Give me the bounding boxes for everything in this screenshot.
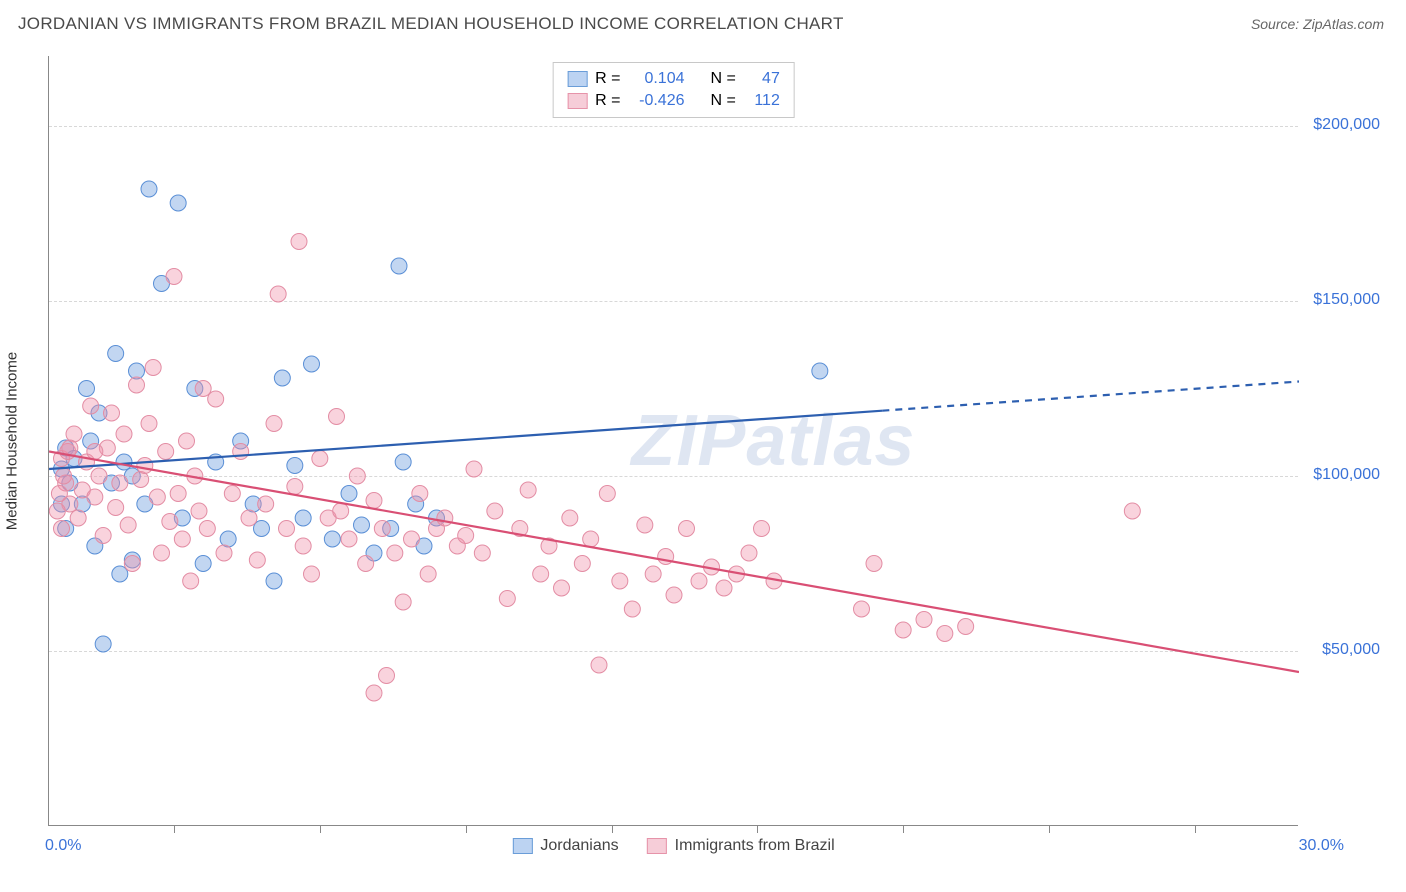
legend-swatch-jordanians (512, 838, 532, 854)
y-tick-label: $200,000 (1313, 116, 1380, 134)
source-citation: Source: ZipAtlas.com (1251, 16, 1384, 32)
x-tick (1049, 825, 1050, 833)
n-value-brazil: 112 (744, 90, 780, 112)
y-tick-label: $150,000 (1313, 291, 1380, 309)
r-value-brazil: -0.426 (629, 90, 685, 112)
r-value-jordanians: 0.104 (629, 68, 685, 90)
chart-header: JORDANIAN VS IMMIGRANTS FROM BRAZIL MEDI… (0, 0, 1406, 40)
trend-lines (49, 56, 1299, 826)
x-tick (320, 825, 321, 833)
x-tick (757, 825, 758, 833)
n-value-jordanians: 47 (744, 68, 780, 90)
series-legend: Jordanians Immigrants from Brazil (512, 837, 834, 855)
chart-title: JORDANIAN VS IMMIGRANTS FROM BRAZIL MEDI… (18, 14, 844, 34)
chart-container: Median Household Income ZIPatlas R = 0.1… (48, 56, 1384, 826)
y-tick-label: $50,000 (1322, 641, 1380, 659)
x-tick (903, 825, 904, 833)
correlation-legend: R = 0.104 N = 47 R = -0.426 N = 112 (552, 62, 795, 118)
x-tick (1195, 825, 1196, 833)
plot-area: ZIPatlas R = 0.104 N = 47 R = -0.426 N =… (48, 56, 1298, 826)
legend-row: R = -0.426 N = 112 (567, 90, 780, 112)
legend-swatch-brazil (567, 93, 587, 109)
x-axis-max-label: 30.0% (1299, 837, 1344, 855)
x-tick (612, 825, 613, 833)
legend-row: R = 0.104 N = 47 (567, 68, 780, 90)
y-tick-label: $100,000 (1313, 466, 1380, 484)
legend-item-jordanians: Jordanians (512, 837, 618, 855)
legend-item-brazil: Immigrants from Brazil (647, 837, 835, 855)
x-tick (466, 825, 467, 833)
legend-swatch-jordanians (567, 71, 587, 87)
legend-swatch-brazil (647, 838, 667, 854)
x-tick (174, 825, 175, 833)
y-axis-label: Median Household Income (4, 352, 21, 530)
x-axis-min-label: 0.0% (45, 837, 81, 855)
